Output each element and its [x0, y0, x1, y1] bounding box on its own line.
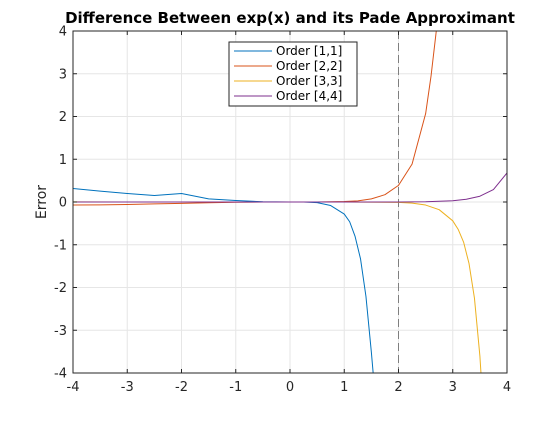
x-tick-label: 2 — [394, 380, 402, 395]
y-tick-label: -4 — [54, 367, 67, 382]
y-tick-label: -2 — [54, 281, 67, 296]
y-tick-label: 3 — [59, 67, 67, 82]
y-tick-label: 0 — [59, 196, 67, 211]
y-tick-label: -3 — [54, 324, 67, 339]
x-tick-label: 0 — [286, 380, 294, 395]
legend-entry: Order [1,1] — [276, 44, 342, 58]
x-tick-label: -3 — [121, 380, 134, 395]
legend-entry: Order [2,2] — [276, 59, 342, 73]
y-tick-label: -1 — [54, 238, 67, 253]
x-tick-label: 4 — [503, 380, 511, 395]
legend-entry: Order [3,3] — [276, 74, 342, 88]
series-lines — [73, 31, 507, 373]
legend-box — [228, 41, 358, 107]
y-tick-label: 2 — [59, 110, 67, 125]
x-tick-label: -1 — [229, 380, 242, 395]
legend-entry: Order [4,4] — [276, 89, 342, 103]
y-axis-label: Error — [34, 185, 50, 219]
y-tick-label: 1 — [59, 153, 67, 168]
tick-labels: -4 -3 -2 -1 0 1 2 3 4 -4 -3 -2 -1 0 1 2 3 4 — [54, 25, 511, 396]
y-tick-label: 4 — [59, 25, 67, 40]
series-line-4 — [73, 172, 507, 203]
x-tick-label: 3 — [449, 380, 457, 395]
legend: Order [1,1]Order [2,2]Order [3,3]Order [… — [228, 41, 358, 107]
axis-ticks — [72, 30, 508, 374]
x-tick-label: -2 — [175, 380, 188, 395]
x-tick-label: -4 — [67, 380, 80, 395]
chart-title: Difference Between exp(x) and its Pade A… — [65, 9, 515, 27]
x-tick-label: 1 — [340, 380, 348, 395]
